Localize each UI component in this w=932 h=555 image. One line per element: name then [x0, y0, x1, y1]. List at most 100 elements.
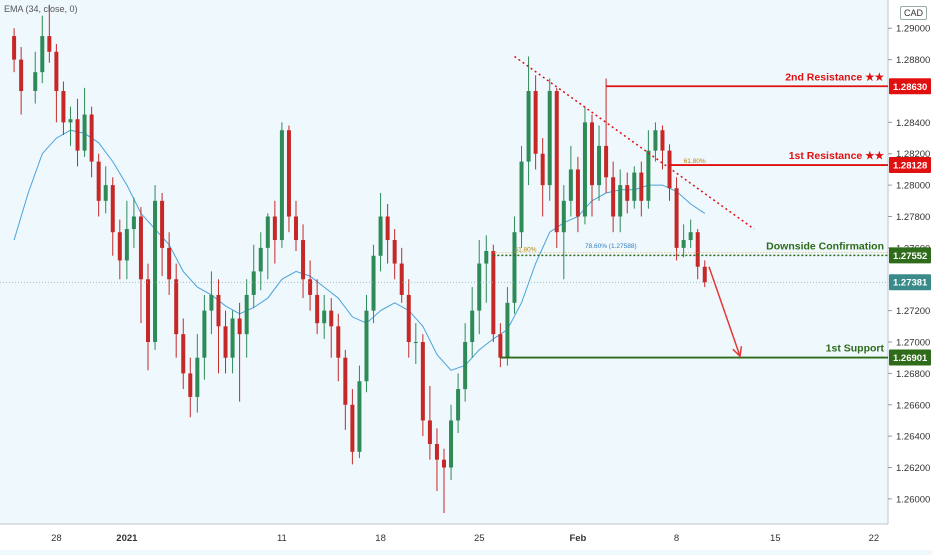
projection-arrow-shaft	[708, 266, 741, 357]
level-label-1: 1st Resistance ★★	[789, 150, 885, 162]
candle-body	[131, 216, 136, 230]
candle-body	[258, 247, 263, 272]
y-tick-label: 1.29000	[896, 24, 930, 35]
candle	[611, 161, 616, 233]
candle-body	[33, 72, 38, 91]
candle-body	[554, 90, 559, 233]
candle-body	[195, 357, 200, 397]
candle-body	[19, 59, 24, 91]
descending-trendline	[514, 55, 755, 230]
candle-body	[103, 185, 108, 201]
candle	[442, 448, 446, 514]
candle	[660, 125, 665, 170]
candle	[160, 192, 165, 277]
candle-body	[590, 122, 594, 186]
candle-body	[202, 310, 207, 358]
candle	[427, 385, 432, 460]
candle-body	[625, 185, 630, 201]
fib-label: 61.80%	[514, 246, 536, 253]
candle-body	[329, 310, 334, 327]
candle	[512, 216, 517, 314]
candle	[406, 279, 411, 358]
candle-body	[639, 172, 644, 201]
candle-body	[674, 188, 679, 248]
candle-body	[265, 216, 270, 248]
x-tick-label: 28	[51, 533, 62, 544]
candle-body	[505, 302, 510, 358]
candle-body	[385, 216, 390, 241]
x-tick-label: 25	[474, 533, 485, 544]
candle	[519, 145, 524, 248]
candle-body	[618, 185, 623, 217]
candle	[167, 232, 172, 295]
candle	[350, 389, 355, 465]
candle	[47, 4, 52, 63]
candle-body	[308, 279, 313, 295]
candle	[124, 200, 129, 280]
fib-label: 61.80%	[684, 158, 706, 165]
candle	[582, 106, 587, 225]
candle-body	[533, 90, 538, 154]
candle	[61, 81, 66, 135]
level-price-tag-1	[889, 157, 931, 174]
candle-body	[491, 251, 496, 335]
candle-body	[660, 130, 665, 151]
candle-body	[350, 404, 355, 452]
candle-body	[646, 150, 651, 201]
candle-body	[547, 90, 552, 186]
candle-body	[512, 232, 517, 303]
candle	[688, 219, 693, 248]
currency-label[interactable]: CAD	[899, 6, 927, 20]
level-price-value-1: 1.28128	[893, 161, 927, 172]
level-price-value-2: 1.27552	[893, 251, 927, 262]
level-price-tag-0	[889, 78, 931, 95]
candle	[315, 279, 320, 335]
y-tick-label: 1.27000	[896, 338, 930, 349]
candle-body	[442, 459, 446, 468]
candle-body	[223, 326, 228, 358]
candle	[110, 177, 115, 256]
candle	[540, 138, 545, 217]
indicator-label[interactable]: EMA (34, close, 0)	[4, 4, 78, 14]
candle-body	[138, 216, 143, 280]
candle-body	[681, 240, 686, 248]
level-label-3: 1st Support	[826, 343, 885, 355]
candle-body	[498, 334, 503, 358]
candle	[216, 279, 221, 374]
candle	[89, 106, 94, 178]
candle	[385, 203, 390, 264]
candle-body	[40, 36, 45, 73]
x-tick-label: 2021	[116, 533, 138, 544]
candle-body	[124, 229, 129, 261]
candle	[286, 125, 291, 233]
candle-body	[632, 172, 637, 201]
y-tick-label: 1.26600	[896, 400, 930, 411]
candle	[131, 197, 136, 248]
candle	[202, 294, 207, 380]
candle-body	[484, 251, 489, 264]
candle	[646, 130, 651, 209]
candle-body	[406, 294, 411, 343]
candle-body	[477, 263, 482, 311]
fib-label: 78.60% (1.27588)	[585, 243, 637, 250]
candle-body	[568, 169, 573, 201]
candle-body	[286, 130, 291, 217]
candle-body	[322, 310, 327, 324]
candle-body	[294, 216, 298, 241]
candle-body	[695, 232, 700, 267]
candle	[343, 349, 348, 430]
candle-body	[315, 294, 320, 324]
candle	[146, 263, 150, 371]
level-label-2: Downside Confirmation	[766, 240, 884, 252]
candle-body	[420, 342, 425, 421]
candle	[618, 169, 623, 233]
candle	[68, 106, 73, 146]
candle	[301, 224, 306, 299]
candle	[667, 144, 672, 201]
candle-body	[336, 326, 341, 358]
candle	[244, 279, 249, 358]
candle	[258, 232, 263, 291]
candle	[272, 200, 277, 264]
